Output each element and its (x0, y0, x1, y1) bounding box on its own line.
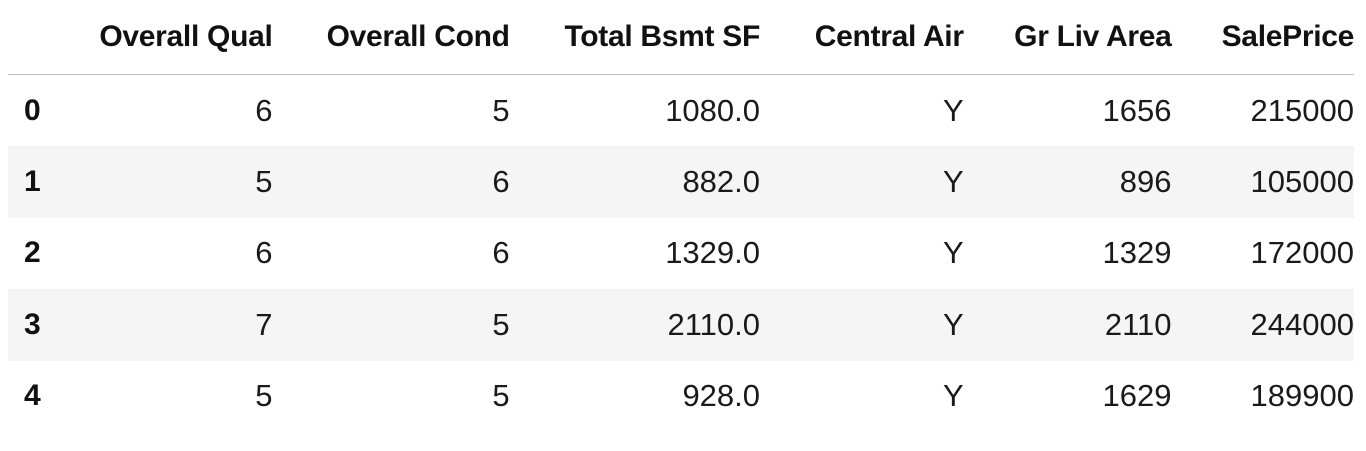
cell-gr-liv-area: 896 (1119, 163, 1172, 199)
dataframe-table: Overall Qual Overall Cond Total Bsmt SF … (8, 0, 1354, 432)
table-row: 2 6 6 1329.0 Y 1329 172000 (8, 217, 1354, 289)
cell-overall-qual: 7 (255, 306, 273, 342)
dataframe-container: Overall Qual Overall Cond Total Bsmt SF … (8, 0, 1354, 432)
cell-central-air: Y (943, 306, 964, 342)
table-header: Overall Qual Overall Cond Total Bsmt SF … (8, 0, 1354, 75)
cell-saleprice: 215000 (1250, 92, 1354, 128)
cell-central-air: Y (943, 378, 964, 414)
cell-gr-liv-area: 1656 (1102, 92, 1172, 128)
cell-total-bsmt-sf: 1080.0 (665, 92, 761, 128)
table-row: 0 6 5 1080.0 Y 1656 215000 (8, 74, 1354, 146)
cell-overall-cond: 5 (492, 92, 510, 128)
cell-total-bsmt-sf: 928.0 (682, 378, 761, 414)
cell-overall-cond: 6 (492, 163, 510, 199)
cell-overall-cond: 5 (492, 378, 510, 414)
cell-total-bsmt-sf: 882.0 (682, 163, 761, 199)
row-index: 0 (24, 93, 41, 127)
row-index: 4 (24, 379, 41, 413)
table-row: 4 5 5 928.0 Y 1629 189900 (8, 360, 1354, 432)
table-row: 3 7 5 2110.0 Y 2110 244000 (8, 289, 1354, 361)
cell-gr-liv-area: 1329 (1102, 235, 1172, 271)
cell-overall-qual: 5 (255, 163, 273, 199)
column-header-overall-qual: Overall Qual (72, 0, 273, 75)
row-index: 1 (24, 164, 41, 198)
cell-gr-liv-area: 1629 (1102, 378, 1172, 414)
index-header (8, 0, 73, 75)
table-body: 0 6 5 1080.0 Y 1656 215000 1 5 6 882.0 Y… (8, 74, 1354, 432)
cell-saleprice: 189900 (1250, 378, 1354, 414)
cell-overall-cond: 5 (492, 306, 510, 342)
cell-central-air: Y (943, 235, 964, 271)
cell-central-air: Y (943, 92, 964, 128)
cell-overall-cond: 6 (492, 235, 510, 271)
column-header-overall-cond: Overall Cond (272, 0, 510, 75)
cell-overall-qual: 5 (255, 378, 273, 414)
cell-overall-qual: 6 (255, 235, 273, 271)
table-row: 1 5 6 882.0 Y 896 105000 (8, 146, 1354, 218)
cell-gr-liv-area: 2110 (1104, 306, 1172, 342)
cell-total-bsmt-sf: 2110.0 (667, 306, 761, 342)
column-header-total-bsmt-sf: Total Bsmt SF (509, 0, 760, 75)
column-header-gr-liv-area: Gr Liv Area (963, 0, 1172, 75)
cell-saleprice: 244000 (1250, 306, 1354, 342)
cell-overall-qual: 6 (255, 92, 273, 128)
header-row: Overall Qual Overall Cond Total Bsmt SF … (8, 0, 1354, 75)
cell-total-bsmt-sf: 1329.0 (665, 235, 761, 271)
row-index: 2 (24, 236, 41, 270)
row-index: 3 (24, 307, 41, 341)
cell-saleprice: 172000 (1250, 235, 1354, 271)
column-header-central-air: Central Air (760, 0, 964, 75)
column-header-saleprice: SalePrice (1171, 0, 1354, 75)
cell-saleprice: 105000 (1250, 163, 1354, 199)
cell-central-air: Y (943, 163, 964, 199)
